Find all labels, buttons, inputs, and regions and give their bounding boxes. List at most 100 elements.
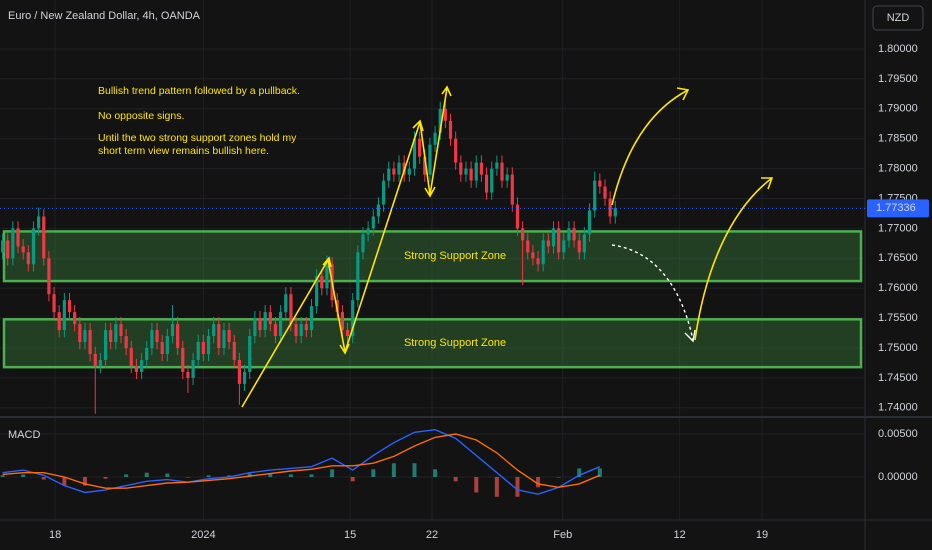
candle-body [387, 168, 391, 181]
candle-body [248, 336, 252, 372]
candle-body [186, 371, 190, 378]
candle-body [484, 174, 489, 193]
candle-body [613, 208, 617, 217]
candle-body [88, 330, 92, 355]
candle-body [582, 234, 586, 253]
candle-body [109, 330, 113, 343]
candle-body [598, 180, 602, 187]
candle-body [315, 276, 319, 307]
histogram-bar [330, 469, 335, 477]
candle-body [73, 312, 77, 325]
candle-body [52, 294, 56, 313]
candle-body [98, 359, 103, 366]
candle-body [577, 240, 581, 253]
histogram-bar [144, 472, 149, 477]
candle-body [134, 365, 139, 372]
annotation: Bullish trend pattern followed by a pull… [98, 85, 300, 97]
zones: Strong Support Zone Strong Support Zone [2, 230, 863, 369]
pullback-arrow [611, 244, 694, 341]
x-tick-label: 15 [344, 529, 356, 541]
grid [0, 0, 865, 520]
candle-body [191, 359, 195, 378]
histogram-bar [577, 468, 582, 477]
currency-label[interactable]: NZD [887, 12, 910, 24]
candle-body [464, 168, 468, 175]
y-tick-label: 0.00500 [878, 428, 918, 440]
candle-body [165, 336, 169, 355]
histogram-bar [82, 476, 87, 486]
candle-body [479, 162, 484, 175]
arrow-heads [322, 85, 452, 355]
projection-arrow [611, 89, 689, 206]
candle-body [454, 138, 458, 163]
y-tick-label: 1.74500 [878, 372, 918, 384]
candle-body [551, 228, 556, 247]
candle-body [268, 312, 272, 325]
candle-body [428, 144, 432, 175]
candle-body [299, 324, 303, 337]
candle-body [57, 312, 61, 331]
analysis-arrows [241, 85, 774, 408]
candle-body [227, 330, 231, 343]
candle-body [253, 318, 257, 337]
candle-body [93, 354, 97, 366]
y-tick-label: 1.78500 [878, 133, 918, 145]
candle-body [593, 180, 597, 211]
macd-pane [0, 428, 602, 497]
candle-body [258, 318, 262, 331]
candle-body [232, 342, 236, 360]
x-tick-label: Feb [553, 529, 572, 541]
candle-body [376, 204, 381, 217]
candle-body [515, 204, 520, 229]
candle-body [587, 210, 592, 235]
histogram-bar [206, 475, 211, 477]
y-tick-label: 1.79500 [878, 73, 918, 85]
candle-body [433, 132, 437, 145]
candle-body [294, 324, 298, 337]
candle-body [273, 324, 278, 337]
candle-body [201, 342, 205, 355]
y-tick-label: 1.74000 [878, 402, 918, 414]
candle-body [6, 240, 10, 259]
candle-body [222, 330, 226, 349]
candle-body [526, 240, 530, 253]
candle-body [351, 300, 355, 337]
y-tick-label: 1.80000 [878, 43, 918, 55]
candle-body [371, 216, 375, 229]
candle-body [459, 162, 463, 175]
candle-body [490, 168, 494, 193]
x-tick-label: 19 [756, 529, 768, 541]
annotation: No opposite signs. [98, 110, 184, 122]
histogram-bar [165, 473, 170, 477]
currency-button[interactable] [872, 5, 924, 31]
candle-body [217, 324, 221, 349]
candle-body [309, 306, 314, 331]
candle-body [160, 342, 164, 355]
candle-body [284, 294, 288, 313]
candle-body [557, 228, 561, 253]
histogram-bar [515, 476, 520, 497]
candle-body [356, 252, 360, 301]
histogram-bar [494, 476, 499, 497]
candle-body [206, 336, 211, 355]
candle-body [381, 180, 386, 205]
histogram-bar [474, 476, 479, 493]
candle-body [124, 336, 128, 349]
candle-body [31, 228, 36, 265]
candle-body [567, 228, 571, 241]
candle-body [443, 108, 447, 121]
candle-body [536, 258, 540, 265]
candle-body [325, 264, 329, 289]
x-tick-label: 22 [426, 529, 438, 541]
histogram-bar [433, 469, 438, 477]
candle-body [541, 240, 545, 265]
candle-body [263, 312, 267, 331]
candle-body [21, 246, 25, 253]
candle-body [67, 300, 72, 313]
histogram-bar [350, 476, 355, 482]
candle-body [139, 359, 144, 372]
x-tick-label: 12 [674, 529, 686, 541]
projection-arrow [694, 177, 773, 341]
